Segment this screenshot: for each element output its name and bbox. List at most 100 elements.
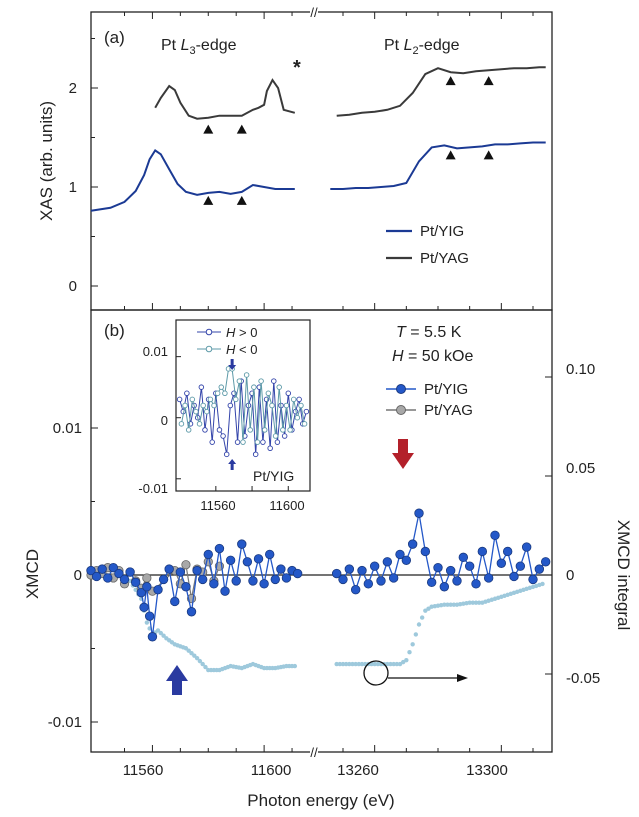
integral-point-right: [400, 659, 406, 665]
xmcd-yig-point: [369, 561, 380, 571]
inset-point-1: [287, 427, 293, 433]
inset-point-1: [269, 402, 275, 409]
xtick-11600: 11600: [251, 762, 292, 779]
integral-point-left: [292, 663, 298, 669]
triangle-yig-l2-0: [445, 150, 456, 160]
inset-point-0: [303, 408, 310, 415]
xmcd-yig-point: [181, 582, 191, 592]
xmcd-yig-point: [253, 554, 264, 564]
panel-b-y2tick-0: 0: [566, 567, 574, 584]
xtick-13300: 13300: [466, 762, 508, 779]
inset-point-1: [189, 396, 196, 403]
xmcd-yig-point: [119, 574, 130, 585]
xmcd-yig-point: [350, 585, 361, 595]
inset-point-1: [182, 402, 188, 409]
panel-b-ytick-pos: 0.01: [53, 420, 82, 437]
temperature-label: T = 5.5 K: [396, 324, 462, 341]
triangle-yag-l2-0: [445, 76, 456, 86]
integral-point-right: [540, 581, 545, 587]
inset-point-0: [184, 390, 190, 397]
triangle-yig-l3-0: [203, 195, 214, 205]
inset-legend-pos-label: H > 0: [226, 325, 257, 340]
inset-point-0: [198, 384, 205, 390]
integral-point-right: [385, 661, 390, 667]
inset-legend-neg-label: H < 0: [226, 342, 257, 357]
axis-break-top: //: [310, 5, 318, 20]
panel-b-ytick-neg: -0.01: [48, 714, 82, 731]
integral-point-right: [347, 661, 352, 667]
integral-point-right: [404, 657, 409, 663]
inset-point-1: [254, 439, 261, 445]
integral-point-right: [391, 661, 396, 667]
xmcd-yig-point: [153, 585, 163, 595]
inset-point-1: [200, 402, 206, 409]
xmcd-yig-point: [407, 539, 418, 549]
blue-arrow: [166, 665, 188, 695]
triangle-yig-l3-1: [236, 195, 247, 205]
inset-point-1: [218, 384, 225, 390]
xmcd-yig-point: [170, 596, 180, 607]
xmcd-yig-point: [139, 602, 149, 613]
inset-point-1: [193, 408, 199, 415]
integral-point-right: [372, 661, 377, 667]
xmcd-yig-point: [401, 555, 412, 566]
legend-b-yig-marker: [396, 384, 406, 394]
inset-point-1: [211, 402, 217, 409]
xmcd-yig-point: [91, 571, 102, 582]
integral-point-right: [470, 600, 476, 605]
integral-point-right: [394, 661, 400, 667]
inset-point-1: [204, 408, 210, 415]
panel-a-ylabel: XAS (arb. units): [37, 101, 56, 221]
panel-b-label: (b): [104, 321, 125, 340]
xmcd-yig-point: [452, 576, 462, 586]
xmcd-yig-point: [197, 574, 208, 585]
inset-point-1: [251, 384, 257, 390]
panel-a-frame: [90, 11, 553, 311]
inset-point-1: [243, 372, 250, 378]
integral-point-right: [375, 661, 381, 667]
inset-xtick-1: 11600: [269, 498, 304, 513]
inset-ytick-zero: 0: [161, 413, 168, 428]
xmcd-yig-point: [331, 568, 342, 579]
legend-b-yag-marker: [396, 405, 406, 415]
integral-point-right: [356, 661, 362, 667]
integral-point-left: [158, 630, 164, 636]
xmcd-yig-point: [237, 539, 247, 549]
integral-point-right: [350, 661, 355, 667]
triangle-yag-l3-0: [203, 124, 214, 134]
inset-point-0: [176, 396, 183, 403]
integral-point-left: [144, 620, 150, 625]
asterisk-marker: *: [293, 57, 301, 79]
xmcd-yig-point: [265, 549, 275, 560]
legend-b-yag-label: Pt/YAG: [424, 402, 473, 419]
integral-circle-marker: [363, 660, 389, 686]
xmcd-yig-point: [521, 542, 532, 552]
xmcd-yig-point: [142, 582, 152, 592]
xmcd-yig-point: [114, 568, 124, 579]
xmcd-yig-point: [186, 607, 197, 617]
xmcd-yig-point: [490, 530, 500, 541]
panel-b-frame: [90, 309, 553, 753]
integral-point-right: [413, 632, 419, 637]
legend-a-yag-label: Pt/YAG: [420, 250, 469, 267]
xas-line-0-right: [330, 141, 546, 190]
legend-a-yig-label: Pt/YIG: [420, 223, 464, 240]
integral-point-right: [448, 602, 453, 607]
inset-xtick-0: 11560: [200, 498, 235, 513]
xmcd-yig-point: [97, 564, 107, 574]
inset-point-0: [227, 402, 234, 409]
x-axis-label: Photon energy (eV): [247, 791, 394, 810]
panel-a-ytick-2: 2: [69, 80, 77, 97]
panel-b-y2tick-neg005: -0.05: [566, 670, 600, 687]
inset-point-0: [252, 451, 259, 458]
integral-point-right: [476, 600, 482, 605]
integral-point-left: [194, 655, 200, 661]
inset-point-0: [209, 439, 215, 445]
inset-point-0: [271, 378, 277, 384]
xmcd-yig-point: [433, 562, 443, 573]
inset-legend-pos-marker: [205, 328, 213, 336]
xmcd-yig-point: [214, 543, 225, 554]
integral-point-right: [445, 602, 450, 607]
inset-point-1: [247, 427, 253, 433]
panel-b-ylabel: XMCD: [23, 549, 42, 599]
